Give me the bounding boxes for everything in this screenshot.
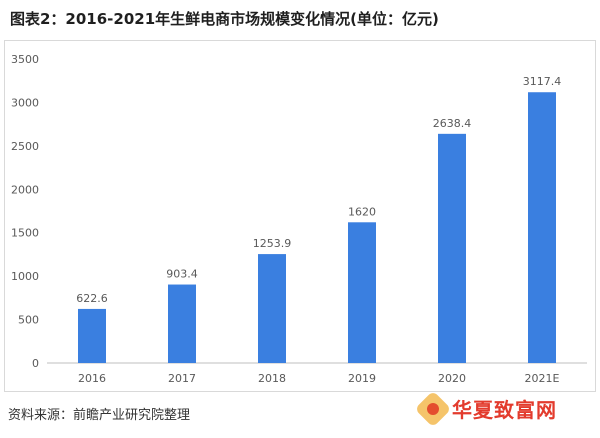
data-label: 1253.9 [253,237,292,250]
y-tick-label: 500 [18,314,39,327]
bar [78,308,106,363]
bar [528,92,556,364]
y-tick-label: 3000 [11,96,39,109]
data-label: 3117.4 [523,75,562,88]
bar [348,222,376,363]
bar [258,254,286,363]
chart-frame: 0 500 1000 1500 2000 2500 3000 3500 622.6 2016 903… [4,40,596,392]
bar [438,133,466,363]
y-tick-label: 1000 [11,270,39,283]
x-tick-label: 2021E [525,372,560,385]
logo-diamond-icon [414,390,452,427]
y-tick-label: 2000 [11,183,39,196]
data-label: 903.4 [166,268,198,281]
y-tick-label: 3500 [11,53,39,66]
chart-title: 图表2：2016-2021年生鲜电商市场规模变化情况(单位：亿元) [10,10,439,28]
bar-chart: 0 500 1000 1500 2000 2500 3000 3500 622.6 2016 903… [11,53,587,385]
x-tick-label: 2018 [258,372,286,385]
y-tick-label: 0 [32,357,39,370]
bar [168,284,196,363]
x-tick-label: 2017 [168,372,196,385]
data-label: 622.6 [76,292,108,305]
watermark-logo: 华夏致富网 [414,390,557,427]
watermark-logo-text: 华夏致富网 [452,398,557,422]
data-label: 1620 [348,205,376,218]
data-label: 2638.4 [433,117,472,130]
x-tick-label: 2019 [348,372,376,385]
y-tick-label: 1500 [11,227,39,240]
y-tick-label: 2500 [11,140,39,153]
source-note: 资料来源：前瞻产业研究院整理 [8,408,191,423]
x-tick-label: 2016 [78,372,106,385]
x-tick-label: 2020 [438,372,466,385]
